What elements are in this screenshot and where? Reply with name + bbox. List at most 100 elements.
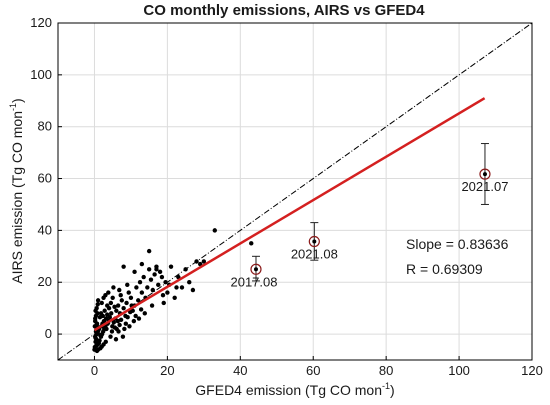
data-point	[131, 318, 137, 324]
data-point	[165, 290, 170, 295]
y-tick-label: 20	[38, 274, 52, 289]
data-point	[122, 326, 127, 332]
data-point	[116, 329, 121, 334]
data-point	[187, 280, 192, 285]
data-point	[100, 313, 106, 319]
data-point	[94, 348, 100, 354]
data-point	[104, 326, 109, 332]
data-point	[154, 267, 159, 272]
data-point	[142, 311, 147, 316]
data-point	[110, 295, 115, 300]
data-point	[249, 241, 254, 246]
data-point	[99, 344, 104, 349]
highlight-marker	[479, 168, 491, 180]
data-point	[109, 329, 115, 334]
data-point	[134, 285, 139, 290]
data-point	[159, 274, 165, 280]
data-point	[106, 290, 111, 295]
data-point	[93, 335, 98, 341]
data-point	[117, 322, 122, 328]
x-tick-label: 80	[379, 363, 393, 378]
data-point	[97, 338, 102, 343]
data-point	[152, 272, 157, 277]
data-point	[103, 292, 108, 298]
y-tick-label: 40	[38, 222, 52, 237]
y-axis-label: AIRS emission (Tg CO mon-1)	[8, 98, 25, 283]
data-point	[125, 315, 130, 320]
highlighted-months: 2017.08 2021.08 2021.07	[230, 143, 508, 289]
data-point	[172, 295, 177, 300]
data-point	[113, 337, 119, 342]
data-point	[120, 334, 126, 339]
highlight-label: 2017.08	[230, 274, 277, 289]
data-point	[133, 313, 138, 319]
data-point	[109, 311, 114, 316]
data-point	[176, 274, 181, 280]
data-point	[108, 300, 114, 306]
reference-lines	[57, 22, 533, 361]
data-point	[136, 298, 141, 303]
data-point	[111, 285, 116, 290]
data-point	[105, 303, 110, 308]
highlight-marker	[250, 263, 262, 275]
data-point	[146, 267, 152, 272]
x-tick-label: 60	[306, 363, 320, 378]
highlight-label: 2021.07	[461, 179, 508, 194]
data-point	[118, 292, 123, 298]
data-point	[145, 285, 150, 290]
data-point	[141, 274, 146, 280]
regression-line	[93, 97, 486, 332]
x-tick-label: 100	[448, 363, 470, 378]
data-point	[125, 282, 130, 288]
y-tick-label: 80	[38, 119, 52, 134]
data-point	[107, 315, 112, 320]
x-tick-label: 40	[233, 363, 247, 378]
data-point	[198, 261, 203, 267]
data-point	[108, 334, 113, 339]
data-point	[126, 290, 131, 295]
data-point	[102, 308, 107, 313]
data-point	[95, 298, 101, 303]
tick-labels: 0 20 40 60 80 100 120 0 20 40 60 80 100 120	[30, 15, 543, 378]
slope-text: Slope = 0.83636	[406, 236, 509, 252]
y-tick-label: 100	[30, 67, 52, 82]
highlight-point	[253, 267, 258, 272]
data-point	[212, 228, 217, 233]
y-tick-label: 120	[30, 15, 52, 30]
highlight-marker	[308, 235, 320, 248]
data-point	[95, 302, 100, 307]
data-point	[150, 287, 155, 293]
data-point	[138, 307, 144, 312]
data-point	[121, 305, 126, 311]
data-point	[168, 264, 174, 269]
highlight-point	[312, 239, 317, 244]
x-tick-label: 0	[91, 363, 98, 378]
data-point	[112, 304, 117, 310]
data-point	[119, 298, 125, 303]
data-point	[127, 324, 132, 329]
data-points	[92, 228, 254, 354]
y-tick-label: 0	[45, 326, 52, 341]
data-point	[128, 295, 134, 300]
data-point	[149, 303, 155, 308]
data-point	[117, 287, 122, 293]
data-point	[174, 285, 179, 290]
data-point	[160, 292, 166, 298]
data-point	[94, 322, 99, 328]
data-point	[137, 280, 143, 285]
data-point	[139, 261, 145, 267]
x-tick-label: 20	[160, 363, 174, 378]
data-point	[123, 321, 129, 326]
data-point	[190, 287, 196, 293]
data-point	[112, 325, 118, 330]
data-point	[156, 282, 161, 288]
data-point	[132, 269, 137, 275]
y-tick-label: 60	[38, 171, 52, 186]
data-point	[124, 300, 129, 306]
data-point	[161, 300, 166, 306]
data-point	[115, 303, 121, 308]
data-point	[179, 285, 185, 290]
chart-title: CO monthly emissions, AIRS vs GFED4	[143, 2, 425, 19]
data-point	[114, 308, 119, 313]
